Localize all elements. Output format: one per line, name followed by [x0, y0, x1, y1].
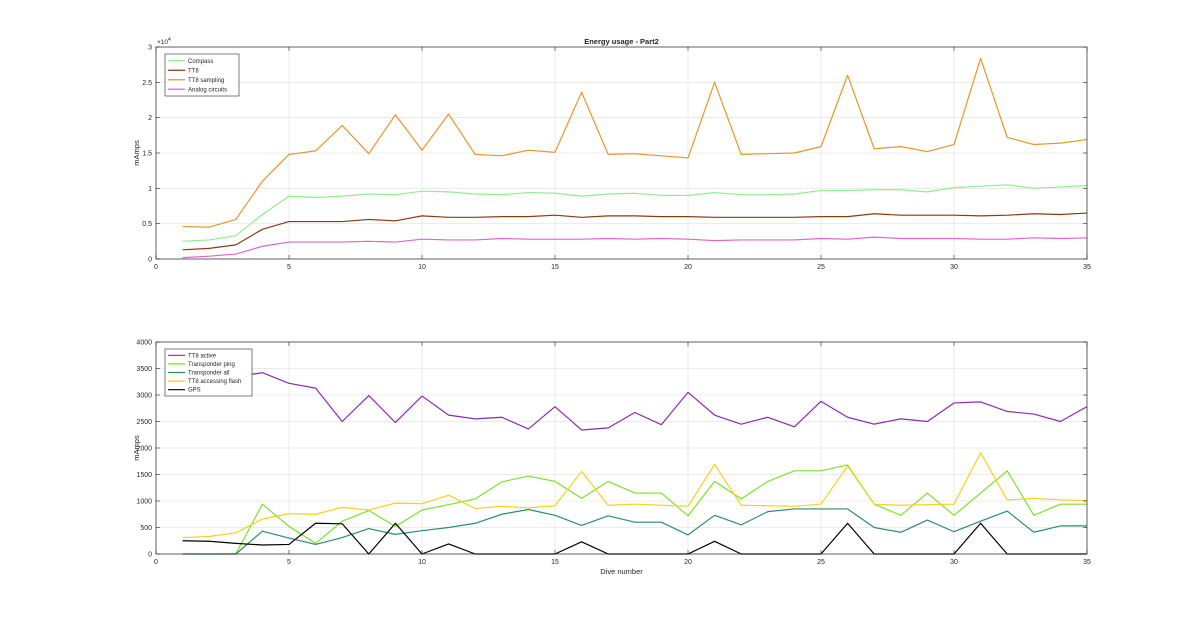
axes-top-chart: 0 5 10 15 20 25 30 35 0 0.5 1 1.5 2 2.5 3 ×104 Energy us… — [132, 37, 1091, 271]
legend-entry: Transponder all — [188, 371, 229, 377]
legend-entry: TT8 sampling — [188, 78, 224, 84]
x-axis-label: Dive number — [600, 567, 643, 576]
y-tick-label: 0 — [148, 552, 152, 559]
y-tick-label: 1 — [148, 186, 152, 193]
legend-entry: Transponder ping — [188, 362, 235, 368]
y-exponent-label: ×104 — [157, 37, 171, 46]
series-line-tt8-sampling — [182, 57, 1088, 228]
series-line-analog-circuits — [182, 236, 1088, 259]
x-tick-label: 15 — [551, 559, 559, 566]
x-tick-label: 30 — [950, 264, 958, 271]
y-tick-label: 2000 — [136, 446, 152, 453]
series-line-tt8-accessing-flash — [182, 452, 1088, 539]
y-tick-label: 500 — [140, 525, 152, 532]
y-tick-label: 1500 — [136, 472, 152, 479]
legend-entry: TT8 — [188, 68, 199, 74]
y-tick-label: 3500 — [136, 366, 152, 373]
x-tick-label: 30 — [950, 559, 958, 566]
x-tick-label: 25 — [817, 264, 825, 271]
x-tick-label: 20 — [684, 559, 692, 566]
series-line-tt8 — [182, 212, 1088, 251]
x-tick-label: 15 — [551, 264, 559, 271]
y-tick-label: 1000 — [136, 499, 152, 506]
series-line-tt8-active — [182, 370, 1088, 431]
y-axis-label: mAmps — [132, 435, 141, 461]
y-tick-label: 2.5 — [142, 80, 152, 87]
series-line-transponder-ping — [182, 464, 1087, 555]
y-axis-label: mAmps — [132, 140, 141, 166]
legend-entry: GPS — [188, 388, 201, 394]
y-tick-label: 2500 — [136, 419, 152, 426]
y-tick-label: 0.5 — [142, 221, 152, 228]
series-line-transponder-all — [182, 508, 1087, 555]
series-line-compass — [182, 184, 1088, 242]
y-tick-label: 3 — [148, 45, 152, 52]
x-tick-label: 25 — [817, 559, 825, 566]
x-tick-label: 20 — [684, 264, 692, 271]
x-tick-label: 10 — [418, 264, 426, 271]
legend-entry: TT8 accessing flash — [188, 379, 241, 385]
y-tick-label: 0 — [148, 257, 152, 264]
x-tick-label: 0 — [154, 264, 158, 271]
legend-entry: TT8 active — [188, 353, 217, 359]
legend-entry: Compass — [188, 59, 213, 65]
y-tick-label: 4000 — [136, 340, 152, 347]
y-tick-label: 2 — [148, 115, 152, 122]
x-tick-label: 5 — [287, 559, 291, 566]
legend-entry: Analog circuits — [188, 87, 227, 93]
x-tick-label: 0 — [154, 559, 158, 566]
y-exponent-power: 4 — [168, 37, 171, 43]
y-tick-label: 3000 — [136, 393, 152, 400]
axes-bottom-chart: 0 5 10 15 20 25 30 35 0 500 1000 1500 2000 2500 3000 35… — [132, 340, 1091, 577]
y-tick-label: 1.5 — [142, 151, 152, 158]
x-tick-label: 35 — [1083, 264, 1091, 271]
chart-title: Energy usage - Part2 — [584, 37, 659, 46]
x-tick-label: 5 — [287, 264, 291, 271]
x-tick-label: 10 — [418, 559, 426, 566]
x-tick-label: 35 — [1083, 559, 1091, 566]
